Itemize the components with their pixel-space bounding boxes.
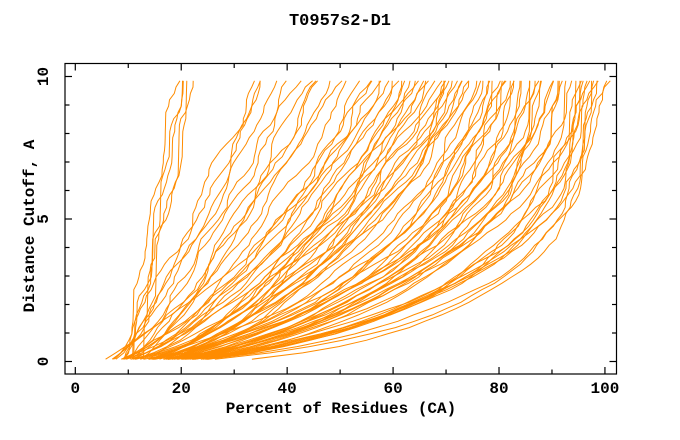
- model-curve: [154, 80, 470, 360]
- model-curve: [166, 80, 554, 360]
- model-curve: [148, 80, 406, 360]
- x-tick-label: 0: [70, 380, 80, 398]
- model-curve: [163, 80, 447, 360]
- model-curve: [140, 80, 317, 360]
- model-curve: [131, 80, 313, 360]
- model-curve: [214, 80, 611, 360]
- model-curve: [123, 80, 261, 360]
- model-curve: [168, 80, 522, 360]
- model-curve: [173, 80, 501, 360]
- y-tick-label: 5: [35, 214, 53, 224]
- y-axis-label: Distance Cutoff, A: [21, 139, 39, 313]
- model-curve: [177, 80, 531, 360]
- model-curve: [125, 80, 411, 360]
- model-curve: [148, 80, 470, 360]
- model-curve: [187, 80, 542, 360]
- model-curve: [143, 80, 188, 360]
- x-tick-label: 40: [278, 380, 297, 398]
- model-curve: [194, 80, 584, 360]
- model-curve: [112, 80, 255, 360]
- model-curve: [251, 80, 608, 360]
- model-curve: [121, 80, 393, 360]
- model-curve: [151, 80, 503, 360]
- model-curve: [111, 80, 302, 360]
- model-curve: [126, 80, 372, 360]
- model-curve: [143, 80, 491, 360]
- model-curve: [165, 80, 463, 360]
- model-curve: [168, 80, 463, 360]
- model-curve: [184, 80, 536, 360]
- model-curve: [207, 80, 598, 360]
- model-curve: [129, 80, 183, 360]
- model-curve: [131, 80, 287, 360]
- model-curve: [135, 80, 478, 360]
- model-curve: [123, 80, 181, 360]
- model-curve: [163, 80, 416, 360]
- model-curve: [176, 80, 559, 360]
- model-curve: [167, 80, 530, 360]
- model-curve: [115, 80, 261, 360]
- model-curve: [148, 80, 373, 360]
- model-curve: [164, 80, 484, 360]
- x-tick-label: 80: [489, 380, 508, 398]
- y-tick-label: 10: [35, 67, 53, 86]
- model-curve: [182, 80, 573, 360]
- model-curve: [121, 80, 382, 360]
- chart-title: T0957s2-D1: [288, 12, 392, 31]
- model-curve: [192, 80, 595, 360]
- model-curve: [149, 80, 429, 360]
- model-curve: [159, 80, 458, 360]
- model-curve: [181, 80, 563, 360]
- model-curve: [114, 80, 278, 360]
- model-curve: [105, 80, 343, 360]
- model-curve: [205, 80, 599, 360]
- x-tick-label: 100: [591, 380, 620, 398]
- model-curve: [182, 80, 542, 360]
- model-curve: [132, 80, 361, 360]
- model-curve: [125, 80, 331, 360]
- model-curve: [132, 80, 380, 360]
- model-curve: [168, 80, 521, 360]
- y-tick-label: 0: [35, 357, 53, 367]
- model-curve: [203, 80, 567, 360]
- x-tick-label: 20: [172, 380, 191, 398]
- model-curve: [148, 80, 482, 360]
- model-curve: [123, 80, 347, 360]
- model-curve: [131, 80, 390, 360]
- x-tick-label: 60: [383, 380, 402, 398]
- x-axis-label: Percent of Residues (CA): [225, 400, 457, 418]
